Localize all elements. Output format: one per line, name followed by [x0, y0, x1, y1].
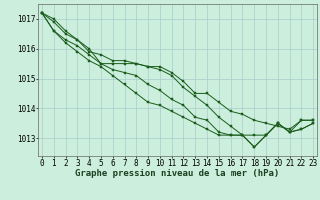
X-axis label: Graphe pression niveau de la mer (hPa): Graphe pression niveau de la mer (hPa) [76, 169, 280, 178]
